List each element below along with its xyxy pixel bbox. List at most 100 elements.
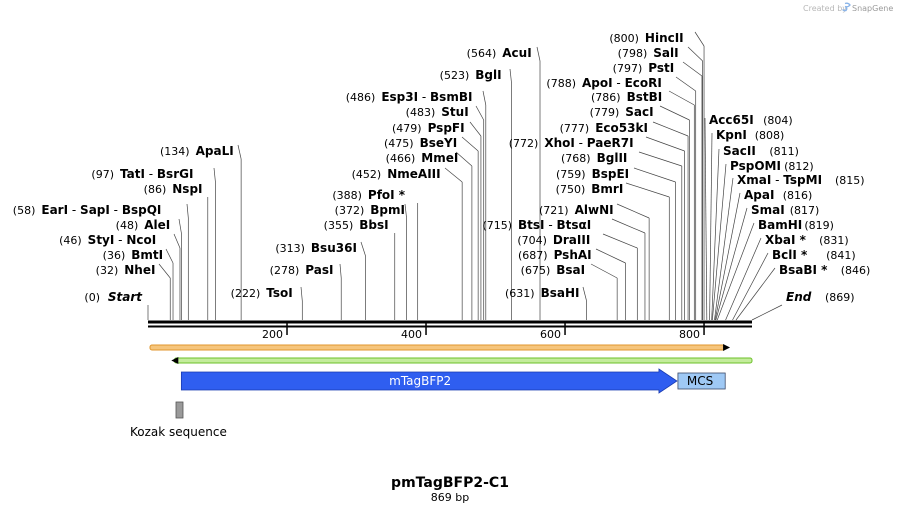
restriction-site: (372) BpmI bbox=[335, 203, 405, 217]
site-name-group: BglII bbox=[597, 151, 628, 165]
site-leader-line bbox=[237, 144, 242, 160]
restriction-site: (388) PfoI * bbox=[332, 188, 405, 202]
enzyme-name: NheI bbox=[124, 263, 155, 277]
snapgene-logo-icon bbox=[842, 2, 851, 12]
site-name-group: XhoI - PaeR7I bbox=[544, 136, 633, 150]
restriction-site: (631) BsaHI bbox=[505, 286, 580, 300]
site-name-group: PstI bbox=[648, 61, 674, 75]
enzyme-name: Acc65I bbox=[709, 113, 754, 127]
site-name-group: Acc65I bbox=[709, 113, 754, 127]
site-name-group: ApoI - EcoRI bbox=[582, 76, 662, 90]
enzyme-name: EarI bbox=[41, 203, 68, 217]
kozak-label: Kozak sequence bbox=[130, 425, 227, 439]
enzyme-name: TsoI bbox=[266, 286, 292, 300]
restriction-site: (36) BmtI bbox=[103, 248, 163, 262]
site-position: (32) bbox=[96, 264, 119, 277]
end-leader-line bbox=[751, 304, 783, 321]
site-leader-line bbox=[455, 151, 473, 167]
ruler-tick-label: 600 bbox=[540, 328, 561, 341]
site-leader-line bbox=[638, 151, 682, 167]
restriction-site: (779) SacI bbox=[590, 105, 654, 119]
site-name-group: BmtI bbox=[131, 248, 163, 262]
site-leader-line bbox=[704, 117, 708, 321]
site-name-group: HincII bbox=[645, 31, 684, 45]
mcs-label: MCS bbox=[687, 374, 713, 388]
enzyme-name: NcoI bbox=[126, 233, 156, 247]
site-position: (815) bbox=[835, 174, 865, 187]
site-name-group: BstBI bbox=[627, 90, 663, 104]
site-position: (779) bbox=[590, 106, 620, 119]
site-name-group: BtsI - BtsαI bbox=[518, 218, 591, 232]
site-position: (523) bbox=[440, 69, 470, 82]
enzyme-name: StyI bbox=[88, 233, 115, 247]
enzyme-name: BsrGI bbox=[157, 167, 194, 181]
enzyme-name: Bsu36I bbox=[311, 241, 357, 255]
site-leader-line bbox=[668, 90, 695, 106]
site-name-group: PshAI bbox=[554, 248, 592, 262]
site-leader-line bbox=[645, 136, 685, 152]
site-name-group: TsoI bbox=[266, 286, 292, 300]
restriction-site: (32) NheI bbox=[96, 263, 156, 277]
site-position: (687) bbox=[518, 249, 548, 262]
ruler-tick-label: 200 bbox=[262, 328, 283, 341]
restriction-site: (46) StyI - NcoI bbox=[59, 233, 156, 247]
enzyme-name: PshAI bbox=[554, 248, 592, 262]
restriction-site: (750) BmrI bbox=[556, 182, 624, 196]
site-name-group: Esp3I - BsmBI bbox=[381, 90, 472, 104]
enzyme-name: KpnI bbox=[716, 128, 747, 142]
restriction-site: BamHI (819) bbox=[758, 218, 834, 232]
site-name-group: BbsI bbox=[359, 218, 388, 232]
site-name-group: SalI bbox=[653, 46, 678, 60]
restriction-site: (759) BspEI bbox=[556, 167, 629, 181]
enzyme-name: BtsI bbox=[518, 218, 545, 232]
watermark-prefix: Created by bbox=[803, 4, 847, 13]
site-leader-line bbox=[590, 263, 618, 279]
site-position: (817) bbox=[790, 204, 820, 217]
site-position: (841) bbox=[826, 249, 856, 262]
enzyme-name: BspQI bbox=[122, 203, 162, 217]
site-leader-line bbox=[482, 90, 487, 106]
site-name-group: AcuI bbox=[502, 46, 531, 60]
site-leader-line bbox=[595, 248, 626, 264]
enzyme-name: BbsI bbox=[359, 218, 388, 232]
site-name-group: AleI bbox=[144, 218, 170, 232]
site-leader-line bbox=[611, 218, 646, 234]
enzyme-name: BtsαI bbox=[556, 218, 591, 232]
restriction-site: (704) DraIII bbox=[517, 233, 590, 247]
site-name-group: NmeAIII bbox=[387, 167, 440, 181]
enzyme-name: BseYI bbox=[420, 136, 458, 150]
restriction-site: (786) BstBI bbox=[591, 90, 662, 104]
enzyme-name: ApoI bbox=[582, 76, 613, 90]
site-leader-line bbox=[213, 167, 216, 183]
site-position: (97) bbox=[91, 168, 114, 181]
site-leader-line bbox=[652, 121, 689, 137]
site-leader-line bbox=[173, 233, 181, 249]
start-label: Start bbox=[108, 290, 143, 304]
site-name-group: BpmI bbox=[370, 203, 405, 217]
site-position: (675) bbox=[521, 264, 551, 277]
enzyme-name: BstBI bbox=[627, 90, 663, 104]
site-leader-line bbox=[186, 203, 189, 219]
site-position: (808) bbox=[755, 129, 785, 142]
enzyme-name: SmaI bbox=[751, 203, 785, 217]
site-position: (750) bbox=[556, 183, 586, 196]
ruler-ticks: 200 400 600 800 bbox=[262, 322, 705, 341]
site-leader-line bbox=[360, 241, 366, 257]
enzyme-name: BspEI bbox=[592, 167, 630, 181]
site-leader-line bbox=[625, 182, 670, 198]
enzyme-name: AcuI bbox=[502, 46, 531, 60]
restriction-site: (313) Bsu36I bbox=[275, 241, 357, 255]
site-position: (788) bbox=[546, 77, 576, 90]
site-name-group: Bsu36I bbox=[311, 241, 357, 255]
enzyme-name: PasI bbox=[305, 263, 333, 277]
enzyme-name: PspOMI bbox=[730, 159, 781, 173]
site-position: (759) bbox=[556, 168, 586, 181]
restriction-site: (48) AleI bbox=[116, 218, 171, 232]
site-leader-line bbox=[714, 192, 741, 321]
enzyme-name: Eco53kI bbox=[595, 121, 648, 135]
restriction-site: (58) EarI - SapI - BspQI bbox=[13, 203, 162, 217]
site-leader-line bbox=[712, 163, 727, 321]
site-leader-line bbox=[509, 68, 512, 84]
